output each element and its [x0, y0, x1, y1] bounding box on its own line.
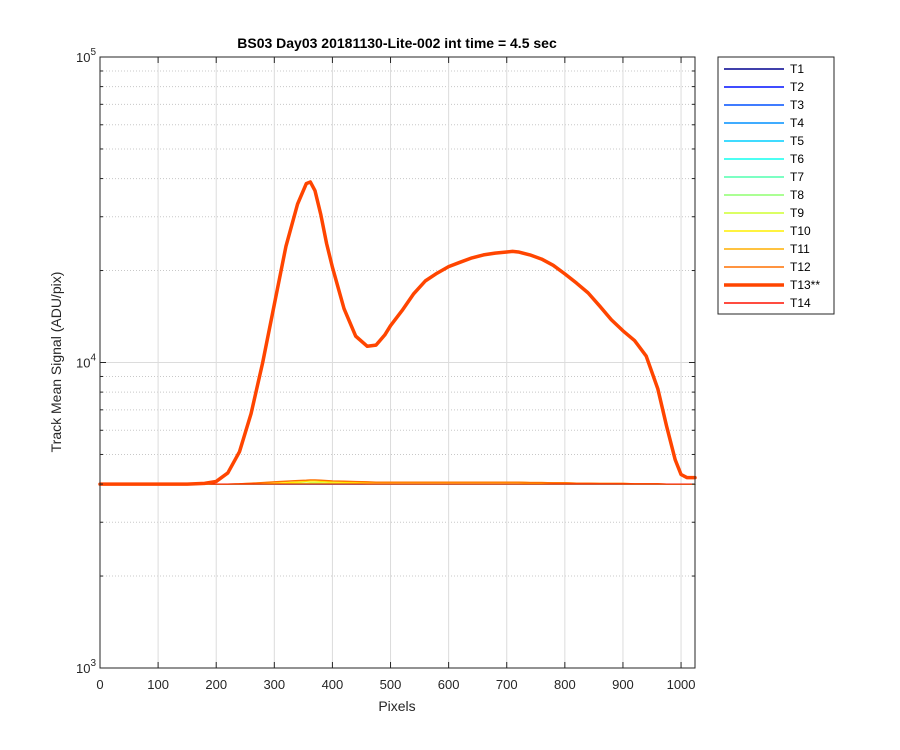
y-tick-label: 103 [76, 658, 96, 676]
legend-label: T8 [790, 188, 804, 202]
y-tick-label: 104 [76, 353, 96, 371]
x-tick-label: 500 [380, 677, 402, 692]
legend-label: T9 [790, 206, 804, 220]
legend-label: T4 [790, 116, 804, 130]
y-tick-label: 105 [76, 47, 96, 65]
grid-lines [100, 56, 695, 669]
y-axis-label: Track Mean Signal (ADU/pix) [48, 272, 64, 453]
legend-label: T14 [790, 296, 811, 310]
x-tick-label: 0 [96, 677, 103, 692]
x-tick-label: 900 [612, 677, 634, 692]
x-tick-label: 400 [322, 677, 344, 692]
legend-label: T10 [790, 224, 811, 238]
legend-label: T5 [790, 134, 804, 148]
legend-label: T7 [790, 170, 804, 184]
x-tick-label: 200 [205, 677, 227, 692]
x-tick-label: 100 [147, 677, 169, 692]
x-tick-label: 600 [438, 677, 460, 692]
legend-label: T3 [790, 98, 804, 112]
legend-label: T12 [790, 260, 811, 274]
legend-label: T2 [790, 80, 804, 94]
chart-title: BS03 Day03 20181130-Lite-002 int time = … [237, 35, 557, 51]
legend-box [717, 56, 835, 315]
x-tick-label: 800 [554, 677, 576, 692]
series-line-t13 [98, 180, 697, 486]
legend: T1 T2 T3 T4 T5 T6 T7 T8 T9 T10 T11 T12 T13** T14 [717, 56, 835, 315]
x-tick-label: 1000 [667, 677, 696, 692]
legend-label: T6 [790, 152, 804, 166]
axis-ticks: 0 100 200 300 400 500 600 700 800 900 1000 103 104 10… [76, 47, 696, 692]
legend-label: T13** [790, 278, 820, 292]
x-axis-label: Pixels [378, 698, 415, 714]
legend-label: T1 [790, 62, 804, 76]
x-tick-label: 300 [263, 677, 285, 692]
series-line-t12 [99, 479, 696, 485]
legend-label: T11 [790, 242, 810, 256]
series-lines [98, 180, 697, 486]
x-tick-label: 700 [496, 677, 518, 692]
